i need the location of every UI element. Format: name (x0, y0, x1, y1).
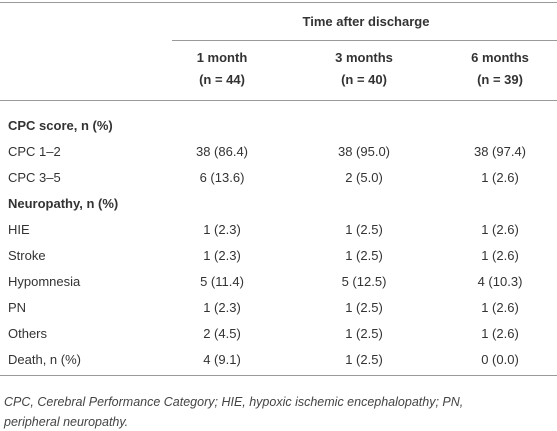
row-label: Death, n (%) (8, 352, 81, 367)
group-header: Time after discharge (302, 14, 430, 29)
cell: 5 (11.4) (200, 274, 244, 289)
column-n: (n = 39) (477, 72, 523, 87)
section-title: CPC score, n (%) (8, 118, 113, 133)
row-label: Stroke (8, 248, 46, 263)
cell: 1 (2.6) (481, 170, 519, 185)
header-rule (0, 100, 557, 101)
cell: 4 (10.3) (477, 274, 523, 289)
row-label: CPC 1–2 (8, 144, 61, 159)
cell: 5 (12.5) (341, 274, 387, 289)
footnote: CPC, Cerebral Performance Category; HIE,… (4, 395, 464, 409)
cell: 1 (2.5) (345, 300, 383, 315)
cell: 1 (2.5) (345, 352, 383, 367)
cell: 1 (2.5) (345, 248, 383, 263)
cell: 6 (13.6) (199, 170, 245, 185)
footnote: peripheral neuropathy. (4, 415, 129, 429)
cell: 1 (2.3) (203, 300, 241, 315)
cell: 1 (2.6) (481, 300, 519, 315)
column-header: 1 month (196, 50, 248, 65)
bottom-rule (0, 375, 557, 376)
cell: 1 (2.3) (203, 248, 241, 263)
cell: 38 (97.4) (473, 144, 527, 159)
column-header: 6 months (471, 50, 529, 65)
row-label: Hypomnesia (8, 274, 81, 289)
cell: 1 (2.5) (345, 222, 383, 237)
cell: 1 (2.6) (481, 222, 519, 237)
cell: 38 (95.0) (337, 144, 391, 159)
cell: 1 (2.3) (203, 222, 241, 237)
cell: 0 (0.0) (481, 352, 519, 367)
cell: 4 (9.1) (203, 352, 241, 367)
cell: 38 (86.4) (195, 144, 249, 159)
cell: 1 (2.6) (481, 326, 519, 341)
top-rule (0, 2, 557, 3)
row-label: HIE (8, 222, 30, 237)
cell: 2 (4.5) (203, 326, 241, 341)
cell: 1 (2.6) (481, 248, 519, 263)
column-header: 3 months (335, 50, 393, 65)
column-n: (n = 40) (341, 72, 387, 87)
row-label: PN (8, 300, 27, 315)
row-label: CPC 3–5 (8, 170, 61, 185)
section-title: Neuropathy, n (%) (8, 196, 119, 211)
column-n: (n = 44) (199, 72, 245, 87)
cell: 1 (2.5) (345, 326, 383, 341)
group-rule (172, 40, 557, 41)
cell: 2 (5.0) (345, 170, 383, 185)
row-label: Others (8, 326, 48, 341)
